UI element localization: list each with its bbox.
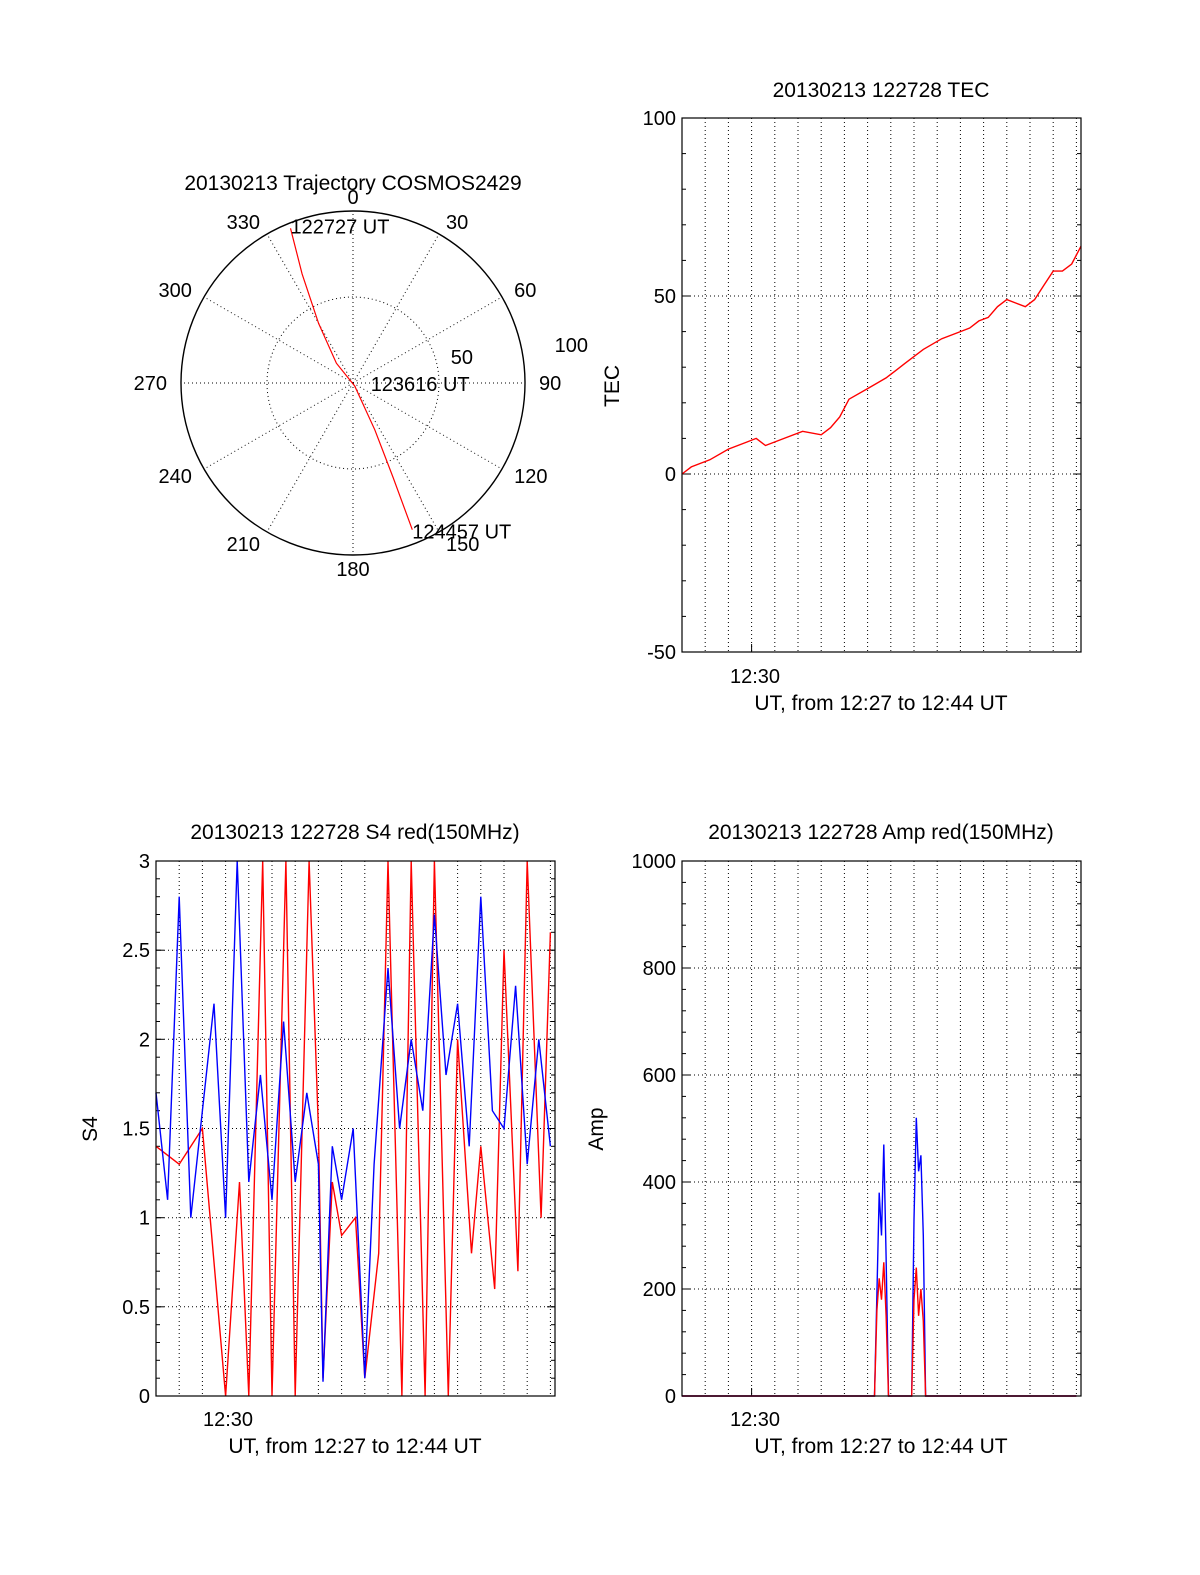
s4-ytick-label: 1.5 [122, 1119, 150, 1141]
polar-spoke [266, 382, 354, 533]
tec-ytick-label: 100 [643, 108, 676, 130]
tec-ytick-label: -50 [647, 642, 676, 664]
polar-spoke [352, 233, 440, 384]
s4-ytick-label: 3 [139, 851, 150, 873]
polar-azimuth-label: 240 [159, 466, 192, 488]
amp-xlabel: UT, from 12:27 to 12:44 UT [754, 1435, 1007, 1458]
tec-xtick-label: 12:30 [730, 666, 780, 688]
polar-azimuth-label: 120 [514, 466, 547, 488]
s4-series-blue [155, 860, 552, 1382]
amp-title: 20130213 122728 Amp red(150MHz) [708, 821, 1054, 844]
polar-spoke [203, 382, 354, 470]
s4-ytick-label: 2.5 [122, 940, 150, 962]
tec-series-red [681, 245, 1082, 475]
tec-plot-frame [681, 117, 1082, 653]
s4-ylabel: S4 [79, 1116, 102, 1142]
s4-chart: 20130213 122728 S4 red(150MHz) S4 12:30 … [79, 821, 556, 1458]
tec-xlabel: UT, from 12:27 to 12:44 UT [754, 692, 1007, 715]
s4-xlabel: UT, from 12:27 to 12:44 UT [228, 1435, 481, 1458]
amp-ytick-label: 200 [643, 1279, 676, 1301]
polar-trajectory-line [289, 228, 413, 530]
tec-chart: 20130213 122728 TEC TEC 12:30 UT, from 1… [601, 79, 1082, 715]
amp-ytick-label: 400 [643, 1172, 676, 1194]
polar-azimuth-label: 30 [446, 212, 468, 234]
amp-series-blue [682, 1117, 1077, 1397]
polar-azimuth-label: 210 [227, 534, 260, 556]
polar-spoke [352, 382, 503, 470]
amp-series-red [682, 1262, 1077, 1397]
amp-plot-frame [681, 860, 1082, 1397]
polar-azimuth-label: 150 [446, 534, 479, 556]
polar-spoke [352, 296, 503, 384]
tec-ytick-label: 50 [654, 286, 676, 308]
polar-spoke [266, 233, 354, 384]
polar-spoke [352, 382, 440, 533]
s4-ytick-label: 1 [139, 1208, 150, 1230]
polar-azimuth-label: 90 [539, 373, 561, 395]
polar-radial-label: 50 [451, 347, 473, 369]
amp-ytick-label: 1000 [632, 851, 677, 873]
tec-ylabel: TEC [601, 365, 624, 407]
amp-xtick-label: 12:30 [730, 1409, 780, 1431]
polar-azimuth-label: 270 [134, 373, 167, 395]
polar-trajectory-chart: 20130213 Trajectory COSMOS2429 0 30 60 90 12… [134, 172, 588, 581]
s4-ytick-label: 2 [139, 1029, 150, 1051]
amp-ytick-label: 600 [643, 1065, 676, 1087]
polar-azimuth-label: 300 [159, 280, 192, 302]
s4-xtick-label: 12:30 [203, 1409, 253, 1431]
s4-plot-frame [155, 860, 556, 1397]
amp-ytick-label: 800 [643, 958, 676, 980]
polar-radial-label: 100 [555, 335, 588, 357]
amp-ytick-label: 0 [665, 1386, 676, 1408]
amp-chart: 20130213 122728 Amp red(150MHz) Amp 12:3… [585, 821, 1082, 1458]
amp-ylabel: Amp [585, 1107, 608, 1150]
polar-azimuth-label: 60 [514, 280, 536, 302]
polar-point-label: 123616 UT [371, 374, 470, 396]
polar-outer-circle [180, 210, 526, 556]
polar-inner-circle [266, 296, 440, 470]
polar-azimuth-label: 0 [347, 187, 358, 209]
polar-azimuth-label: 180 [336, 559, 369, 581]
polar-title: 20130213 Trajectory COSMOS2429 [184, 172, 521, 195]
tec-title: 20130213 122728 TEC [773, 79, 990, 102]
s4-ytick-label: 0.5 [122, 1297, 150, 1319]
polar-spoke [203, 296, 354, 384]
polar-point-label: 124457 UT [412, 522, 511, 544]
s4-title: 20130213 122728 S4 red(150MHz) [190, 821, 519, 844]
polar-point-label: 122727 UT [291, 216, 390, 238]
s4-ytick-label: 0 [139, 1386, 150, 1408]
polar-azimuth-label: 330 [227, 212, 260, 234]
tec-ytick-label: 0 [665, 464, 676, 486]
